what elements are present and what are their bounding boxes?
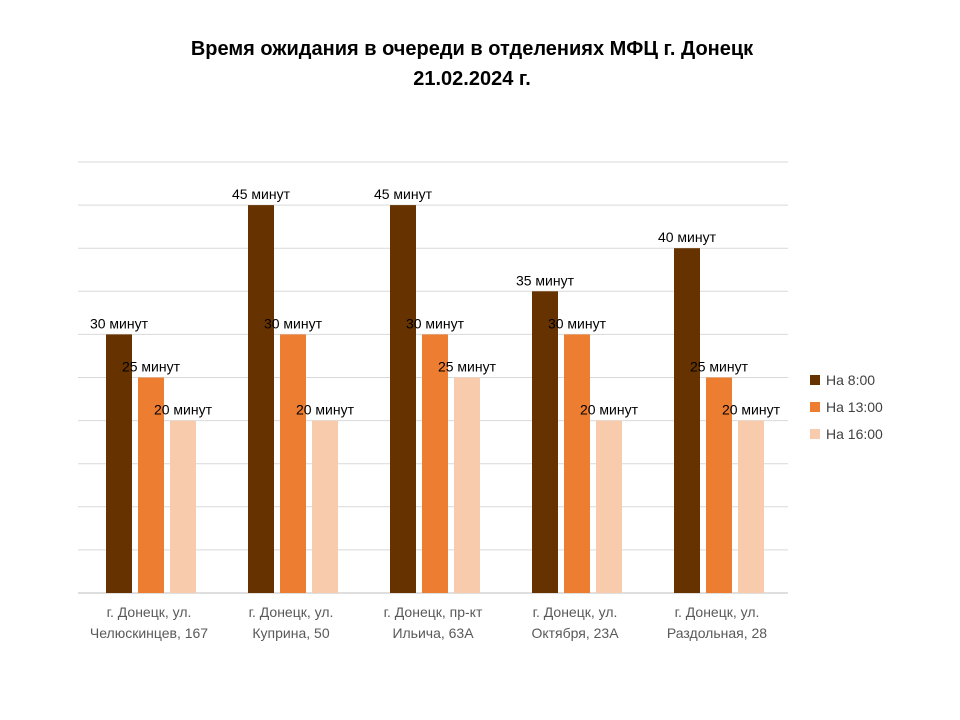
legend-label: На 16:00 (826, 425, 883, 442)
legend-item: На 13:00 (810, 393, 883, 420)
data-label: 25 минут (438, 359, 497, 375)
category-label: Раздольная, 28 (667, 625, 767, 641)
category-label: г. Донецк, пр-кт (384, 604, 483, 620)
bar (390, 205, 416, 593)
legend-swatch (810, 401, 820, 412)
legend-swatch (810, 428, 820, 439)
bar (674, 248, 700, 593)
legend-label: На 8:00 (826, 371, 876, 388)
data-label: 30 минут (548, 315, 607, 331)
category-label: г. Донецк, ул. (675, 604, 760, 620)
legend-item: На 16:00 (810, 420, 883, 447)
data-label: 30 минут (90, 315, 149, 331)
data-label: 35 минут (516, 272, 575, 288)
bar (706, 377, 732, 593)
bar (596, 420, 622, 593)
bar (564, 334, 590, 593)
category-label: Куприна, 50 (252, 625, 329, 641)
legend: На 8:00 На 13:00 На 16:00 (810, 366, 883, 447)
chart-date: 21.02.2024 г. (413, 68, 531, 90)
data-label: 20 минут (154, 402, 213, 418)
chart-title: Время ожидания в очереди в отделениях МФ… (190, 38, 754, 60)
category-label: г. Донецк, ул. (249, 604, 334, 620)
bar (138, 377, 164, 593)
bar (312, 420, 338, 593)
data-label: 40 минут (658, 229, 717, 245)
data-label: 25 минут (122, 359, 181, 375)
data-label: 45 минут (374, 186, 433, 202)
legend-swatch (810, 374, 820, 385)
legend-label: На 13:00 (826, 398, 883, 415)
bar (280, 334, 306, 593)
bar (170, 420, 196, 593)
category-label: Октября, 23А (531, 625, 619, 641)
data-label: 30 минут (264, 315, 323, 331)
category-label: г. Донецк, ул. (533, 604, 618, 620)
data-label: 30 минут (406, 315, 465, 331)
data-label: 45 минут (232, 186, 291, 202)
data-label: 20 минут (722, 402, 781, 418)
data-label: 20 минут (580, 402, 639, 418)
legend-item: На 8:00 (810, 366, 883, 393)
data-label: 25 минут (690, 359, 749, 375)
category-label: г. Донецк, ул. (107, 604, 192, 620)
category-label: Ильича, 63А (392, 625, 474, 641)
bar (248, 205, 274, 593)
bar (454, 377, 480, 593)
bar (532, 291, 558, 593)
bar (106, 334, 132, 593)
data-label: 20 минут (296, 402, 355, 418)
bar (422, 334, 448, 593)
bar (738, 420, 764, 593)
category-label: Челюскинцев, 167 (90, 625, 208, 641)
